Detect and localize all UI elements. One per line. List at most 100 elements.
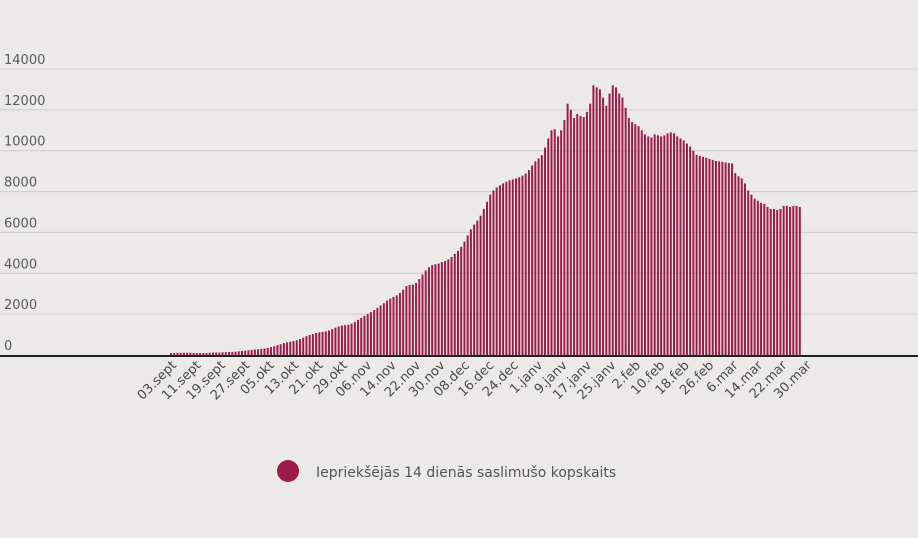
bar xyxy=(602,97,605,355)
bar xyxy=(647,136,650,355)
y-tick-label: 10000 xyxy=(4,135,45,150)
bar xyxy=(740,178,743,355)
bar xyxy=(224,352,227,355)
bar xyxy=(386,300,389,355)
bar xyxy=(772,208,775,355)
bar xyxy=(679,138,682,355)
bar xyxy=(579,115,582,356)
bar xyxy=(695,154,698,355)
bar xyxy=(585,111,588,356)
bar xyxy=(456,250,459,355)
bar xyxy=(211,352,214,355)
bar xyxy=(666,133,669,355)
bar xyxy=(556,136,559,355)
bar xyxy=(550,130,553,355)
bar xyxy=(382,303,385,355)
bar xyxy=(505,181,508,355)
bar xyxy=(411,284,414,355)
bar xyxy=(779,208,782,355)
bar xyxy=(266,347,269,355)
bar xyxy=(237,351,240,355)
bar xyxy=(582,117,585,355)
bar xyxy=(257,349,260,355)
bar xyxy=(621,97,624,355)
bar xyxy=(608,93,611,355)
bar xyxy=(331,329,334,355)
bar xyxy=(263,348,266,355)
bar xyxy=(247,350,250,355)
bar xyxy=(469,229,472,355)
bar xyxy=(673,133,676,355)
bar xyxy=(415,282,418,355)
bar xyxy=(195,352,198,355)
bar xyxy=(756,200,759,355)
bar xyxy=(531,165,534,355)
bar xyxy=(753,198,756,355)
bar xyxy=(795,205,798,355)
bar xyxy=(589,103,592,355)
bar xyxy=(402,289,405,355)
bar xyxy=(731,163,734,355)
bar xyxy=(782,205,785,355)
bar xyxy=(286,342,289,355)
bar xyxy=(250,349,253,355)
bar xyxy=(269,347,272,355)
bar xyxy=(644,134,646,355)
bar xyxy=(634,124,637,355)
bar xyxy=(463,241,466,355)
bar xyxy=(221,352,224,355)
bar xyxy=(282,343,285,355)
bar xyxy=(473,224,476,355)
bar xyxy=(418,279,421,355)
bar xyxy=(560,130,563,355)
bar xyxy=(460,246,463,355)
y-tick-label: 12000 xyxy=(4,94,45,109)
bar xyxy=(750,194,753,355)
bar xyxy=(692,150,695,355)
bar xyxy=(656,135,659,355)
bar xyxy=(234,351,237,355)
bar xyxy=(737,176,740,355)
bar xyxy=(592,85,595,355)
bar xyxy=(389,298,392,355)
bar xyxy=(685,143,688,355)
bar xyxy=(727,162,730,355)
y-tick-label: 8000 xyxy=(4,176,37,191)
bar xyxy=(502,183,505,355)
bar xyxy=(289,341,292,355)
bar xyxy=(511,179,514,355)
bar xyxy=(447,259,450,355)
bar xyxy=(405,286,408,355)
bar xyxy=(344,325,347,355)
bar xyxy=(337,326,340,355)
bar xyxy=(605,105,608,356)
bar xyxy=(663,135,666,355)
bar xyxy=(395,295,398,355)
bar xyxy=(357,319,360,355)
bar xyxy=(421,274,424,355)
bar xyxy=(260,348,263,355)
bar xyxy=(714,160,717,355)
bar xyxy=(334,327,337,355)
bar xyxy=(498,185,501,355)
bar xyxy=(492,190,495,355)
bar xyxy=(340,325,343,355)
bar xyxy=(276,345,279,355)
bar xyxy=(392,296,395,355)
bar xyxy=(708,158,711,355)
bar xyxy=(569,109,572,355)
bar xyxy=(321,331,324,355)
bar xyxy=(682,140,685,355)
bar xyxy=(747,190,750,355)
bar xyxy=(398,292,401,355)
bar xyxy=(324,331,327,355)
bar xyxy=(199,352,202,355)
bar xyxy=(798,206,801,355)
legend-marker xyxy=(277,460,299,482)
bar xyxy=(363,315,366,355)
legend-label: Iepriekšējās 14 dienās saslimušo kopskai… xyxy=(316,465,616,481)
bar xyxy=(311,333,314,355)
bar xyxy=(508,180,511,355)
